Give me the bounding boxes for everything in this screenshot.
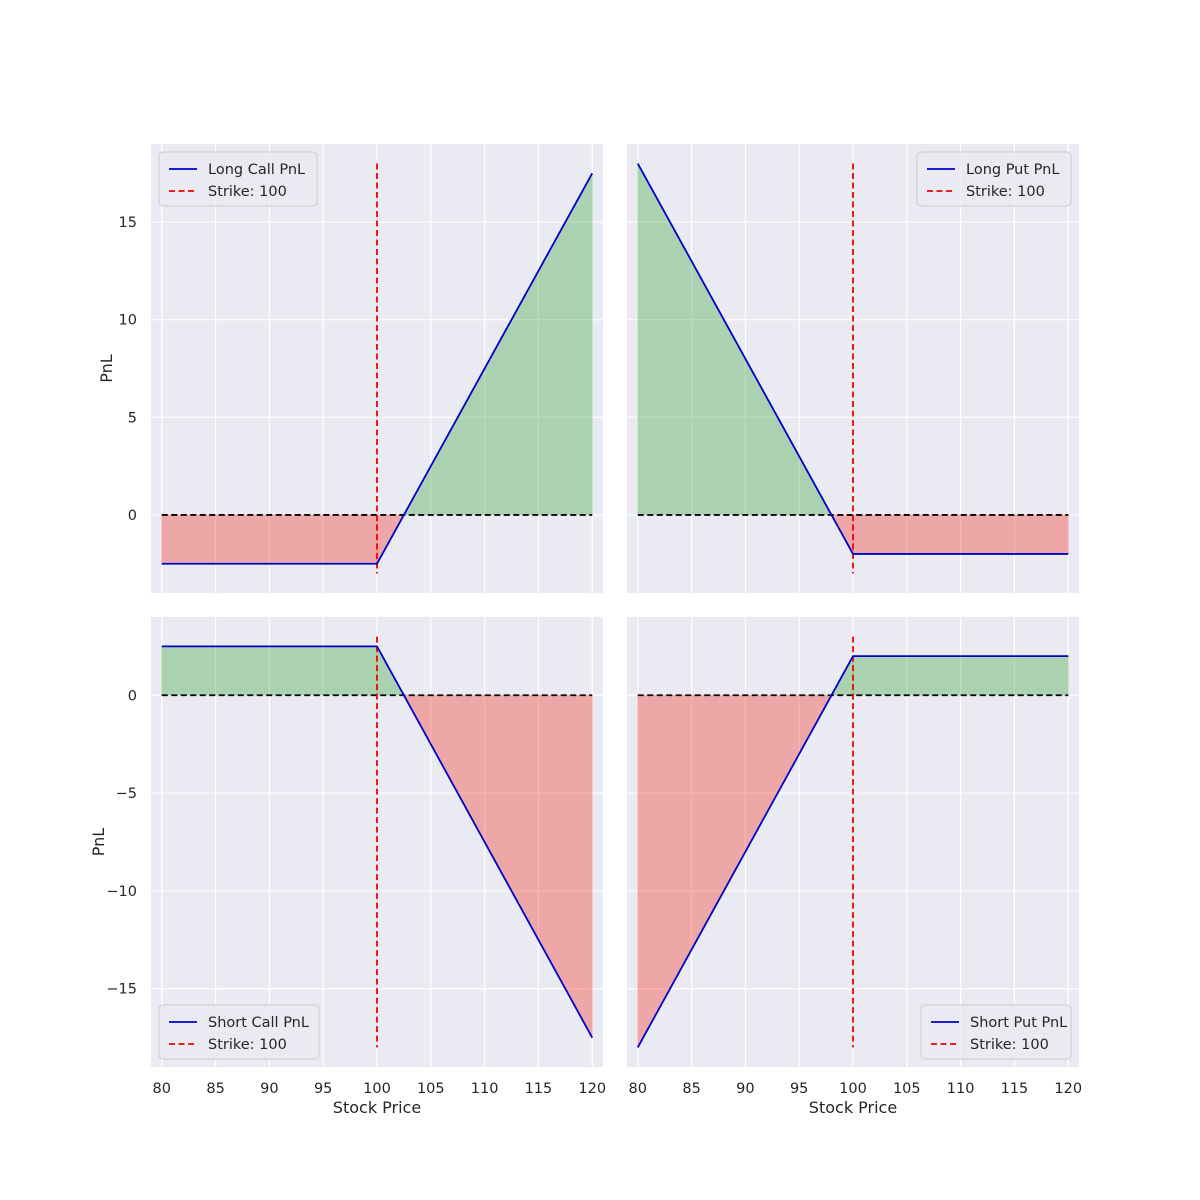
x-tick-label: 105 bbox=[893, 1081, 921, 1097]
x-tick-label: 90 bbox=[260, 1081, 278, 1097]
loss-fill bbox=[161, 514, 378, 565]
profit-fill bbox=[161, 645, 378, 696]
profit-fill bbox=[852, 655, 1069, 696]
x-tick-label: 85 bbox=[206, 1081, 224, 1097]
x-tick-label: 100 bbox=[839, 1081, 867, 1097]
x-tick-label: 115 bbox=[525, 1081, 553, 1097]
x-tick-label: 115 bbox=[1001, 1081, 1029, 1097]
legend: Long Call PnL Strike: 100 bbox=[158, 151, 318, 207]
legend-box bbox=[920, 1004, 1072, 1060]
legend: Long Put PnL Strike: 100 bbox=[916, 151, 1072, 207]
pnl-line bbox=[161, 645, 594, 1039]
loss-fill bbox=[852, 514, 1069, 555]
y-tick-label: 5 bbox=[128, 410, 137, 426]
legend-label-pnl: Long Call PnL bbox=[208, 162, 305, 178]
legend-label-pnl: Long Put PnL bbox=[966, 162, 1059, 178]
legend-label-strike: Strike: 100 bbox=[970, 1037, 1049, 1053]
legend-label-strike: Strike: 100 bbox=[208, 184, 287, 200]
legend-box bbox=[158, 1004, 320, 1060]
legend-label-strike: Strike: 100 bbox=[966, 184, 1045, 200]
y-axis-label: PnL bbox=[89, 828, 108, 857]
y-tick-label: −10 bbox=[106, 884, 137, 900]
x-tick-label: 100 bbox=[363, 1081, 391, 1097]
x-axis-label: Stock Price bbox=[333, 1098, 421, 1117]
pnl-line bbox=[161, 172, 594, 565]
y-tick-label: 0 bbox=[128, 688, 137, 704]
y-tick-label: 15 bbox=[119, 215, 137, 231]
y-tick-label: −15 bbox=[106, 982, 137, 998]
pnl-line bbox=[636, 655, 1069, 1048]
panel-short-call: 80 85 90 95 100 105 110 115 120 −15 −10 −5 0 PnL Stock… bbox=[89, 617, 606, 1117]
x-tick-label: 105 bbox=[417, 1081, 445, 1097]
x-tick-label: 120 bbox=[1054, 1081, 1082, 1097]
x-tick-label: 90 bbox=[736, 1081, 754, 1097]
legend-label-strike: Strike: 100 bbox=[208, 1037, 287, 1053]
x-tick-label: 110 bbox=[947, 1081, 975, 1097]
panel-long-call: 0 5 10 15 PnL Long Call PnL Strike: 100 bbox=[97, 144, 603, 593]
x-tick-label: 95 bbox=[790, 1081, 808, 1097]
panel-long-put: Long Put PnL Strike: 100 bbox=[627, 144, 1079, 593]
legend-box bbox=[158, 151, 318, 207]
y-tick-label: 0 bbox=[128, 508, 137, 524]
x-axis-label: Stock Price bbox=[809, 1098, 897, 1117]
legend: Short Call PnL Strike: 100 bbox=[158, 1004, 320, 1060]
legend-label-pnl: Short Put PnL bbox=[970, 1015, 1067, 1031]
pnl-line bbox=[636, 163, 1069, 555]
x-tick-label: 110 bbox=[471, 1081, 499, 1097]
y-tick-label: −5 bbox=[116, 786, 137, 802]
panel-short-put: 80 85 90 95 100 105 110 115 120 Stock Price Short … bbox=[627, 617, 1082, 1117]
legend-label-pnl: Short Call PnL bbox=[208, 1015, 309, 1031]
y-axis-label: PnL bbox=[97, 354, 116, 383]
legend-box bbox=[916, 151, 1072, 207]
x-tick-label: 85 bbox=[682, 1081, 700, 1097]
x-tick-label: 80 bbox=[629, 1081, 647, 1097]
y-tick-label: 10 bbox=[119, 313, 137, 329]
x-tick-label: 80 bbox=[153, 1081, 171, 1097]
x-tick-label: 95 bbox=[314, 1081, 332, 1097]
legend: Short Put PnL Strike: 100 bbox=[920, 1004, 1072, 1060]
x-tick-label: 120 bbox=[578, 1081, 606, 1097]
